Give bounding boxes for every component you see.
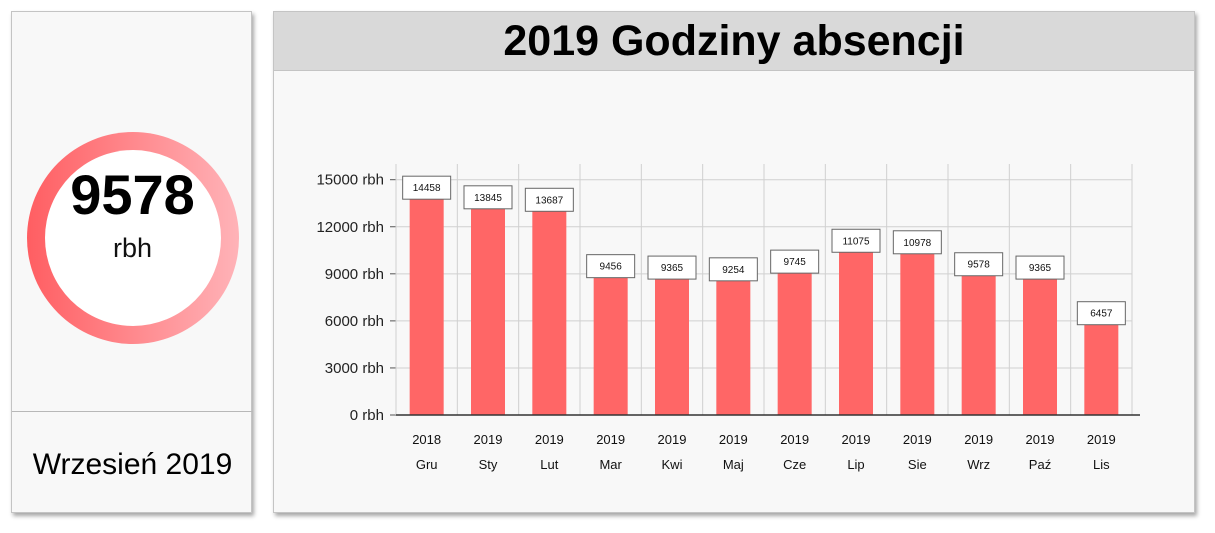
chart-title: 2019 Godziny absencji — [503, 17, 965, 65]
x-tick-year: 2019 — [658, 432, 687, 447]
data-label: 9578 — [968, 260, 991, 271]
bar — [471, 197, 505, 415]
bar — [593, 266, 628, 415]
bar — [900, 242, 935, 415]
x-tick-label: Lip — [847, 457, 864, 472]
x-tick-year: 2019 — [1026, 432, 1055, 447]
x-tick-label: Sty — [479, 457, 498, 472]
data-label-box — [708, 257, 758, 282]
x-tick-label: Gru — [416, 457, 438, 472]
data-label-box — [831, 228, 881, 253]
kpi-divider — [12, 411, 253, 412]
data-label-box — [1076, 301, 1126, 326]
bar — [1023, 268, 1057, 415]
x-tick-year: 2019 — [842, 432, 871, 447]
x-tick-year: 2019 — [474, 432, 503, 447]
kpi-period: Wrzesień 2019 — [32, 448, 233, 481]
x-tick-label: Kwi — [662, 457, 683, 472]
x-tick-year: 2019 — [903, 432, 932, 447]
chart-card: 2019 Godziny absencji 0 rbh 3000 rbh 6000 … — [273, 11, 1195, 513]
data-label-box — [770, 249, 820, 274]
data-label-box — [647, 255, 697, 280]
bar — [655, 268, 689, 415]
x-tick-label: Paź — [1029, 457, 1051, 472]
data-label: 13845 — [474, 193, 502, 204]
y-tick-label: 9000 rbh — [325, 266, 384, 283]
data-label: 11075 — [842, 236, 870, 247]
x-tick-year: 2019 — [780, 432, 809, 447]
x-tick-year: 2019 — [964, 432, 993, 447]
bar — [839, 241, 873, 415]
x-tick-label: Maj — [723, 457, 744, 472]
bar — [532, 200, 567, 415]
kpi-value: 9578 — [70, 163, 195, 226]
data-label: 10978 — [903, 238, 931, 249]
data-label-box — [463, 185, 513, 210]
data-label-box — [402, 175, 452, 200]
bar — [716, 269, 751, 415]
bar — [1084, 313, 1119, 415]
x-tick-label: Sie — [908, 457, 927, 472]
data-label: 9745 — [784, 257, 807, 268]
x-tick-label: Mar — [599, 457, 622, 472]
kpi-ring — [27, 132, 239, 344]
data-label: 9365 — [1029, 263, 1052, 274]
x-tick-year: 2019 — [535, 432, 564, 447]
kpi-card: 9578 rbh Wrzesień 2019 — [11, 11, 253, 513]
data-label-box — [586, 254, 636, 279]
x-tick-label: Lut — [540, 457, 558, 472]
x-tick-year: 2019 — [596, 432, 625, 447]
x-tick-year: 2018 — [412, 432, 441, 447]
x-tick-year: 2019 — [1087, 432, 1116, 447]
y-tick-label: 6000 rbh — [325, 313, 384, 330]
bar — [961, 264, 996, 415]
y-tick-label: 12000 rbh — [316, 219, 384, 236]
data-label: 9365 — [661, 263, 684, 274]
data-label-box — [524, 187, 574, 212]
data-label-box — [1015, 255, 1065, 280]
data-label: 13687 — [535, 195, 563, 206]
y-tick-label: 15000 rbh — [316, 172, 384, 189]
x-tick-label: Wrz — [967, 457, 990, 472]
chart-header: 2019 Godziny absencji — [274, 12, 1194, 71]
x-tick-label: Lis — [1093, 457, 1110, 472]
bar — [409, 188, 444, 415]
data-label-box — [954, 252, 1004, 277]
kpi-unit: rbh — [112, 233, 153, 263]
data-label: 9254 — [722, 265, 745, 276]
x-tick-label: Cze — [783, 457, 806, 472]
data-label: 9456 — [600, 262, 623, 273]
bar — [777, 262, 812, 415]
y-tick-label: 0 rbh — [350, 407, 384, 424]
data-label: 6457 — [1090, 309, 1113, 320]
x-tick-year: 2019 — [719, 432, 748, 447]
data-label: 14458 — [413, 183, 441, 194]
data-label-box — [892, 230, 942, 255]
bar-chart: 0 rbh 3000 rbh 6000 rbh 9000 rbh 12000 rbh 15… — [316, 164, 1140, 472]
kpi-ring-inner — [45, 150, 221, 326]
y-tick-label: 3000 rbh — [325, 360, 384, 377]
